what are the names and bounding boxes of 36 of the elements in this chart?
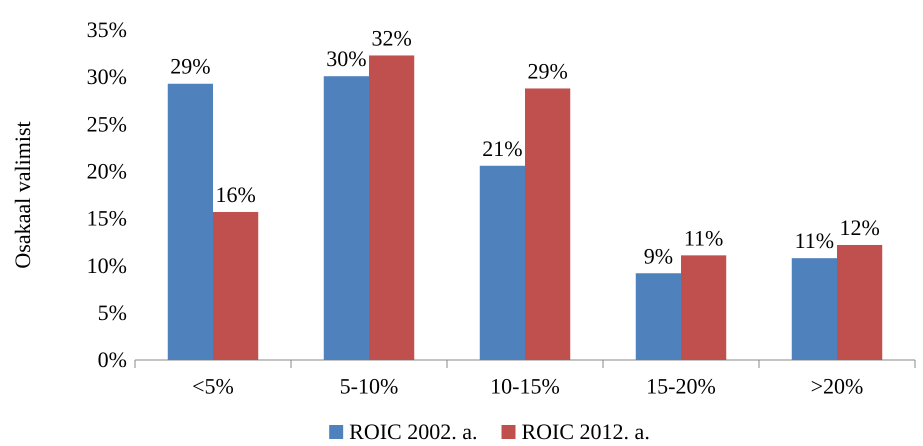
data-label: 21% <box>482 136 523 161</box>
data-label: 12% <box>839 214 880 240</box>
bar <box>681 255 726 360</box>
data-label: 32% <box>371 25 412 50</box>
data-label: 9% <box>644 243 674 268</box>
x-tick-label: 15-20% <box>646 374 716 399</box>
y-axis-title: Osakaal valimist <box>10 121 35 269</box>
bar <box>324 76 369 360</box>
bar <box>837 244 882 360</box>
bar <box>168 84 213 360</box>
x-tick-label: >20% <box>810 374 864 399</box>
y-tick-label: 25% <box>86 111 127 136</box>
y-tick-label: 10% <box>86 252 127 278</box>
bar <box>480 166 525 360</box>
data-label: 16% <box>215 182 256 207</box>
data-label: 11% <box>684 225 724 250</box>
data-label: 29% <box>527 58 568 84</box>
y-tick-label: 0% <box>98 347 127 372</box>
x-tick-label: <5% <box>192 374 234 399</box>
x-tick-label: 5-10% <box>340 374 398 399</box>
bar <box>525 88 570 360</box>
data-label: 11% <box>794 228 834 254</box>
y-tick-label: 5% <box>98 300 127 325</box>
bar <box>636 273 681 360</box>
y-tick-label: 15% <box>86 206 127 231</box>
data-label: 29% <box>170 54 211 79</box>
y-tick-label: 30% <box>86 64 127 90</box>
bar <box>213 212 258 360</box>
legend-label: ROIC 2002. a. <box>349 419 478 444</box>
y-tick-label: 35% <box>86 17 127 42</box>
data-label: 30% <box>326 46 367 72</box>
x-tick-label: 10-15% <box>490 374 560 399</box>
legend-label: ROIC 2012. a. <box>522 419 650 444</box>
bar <box>369 55 414 360</box>
bar <box>792 258 837 360</box>
y-tick-label: 20% <box>86 158 127 184</box>
